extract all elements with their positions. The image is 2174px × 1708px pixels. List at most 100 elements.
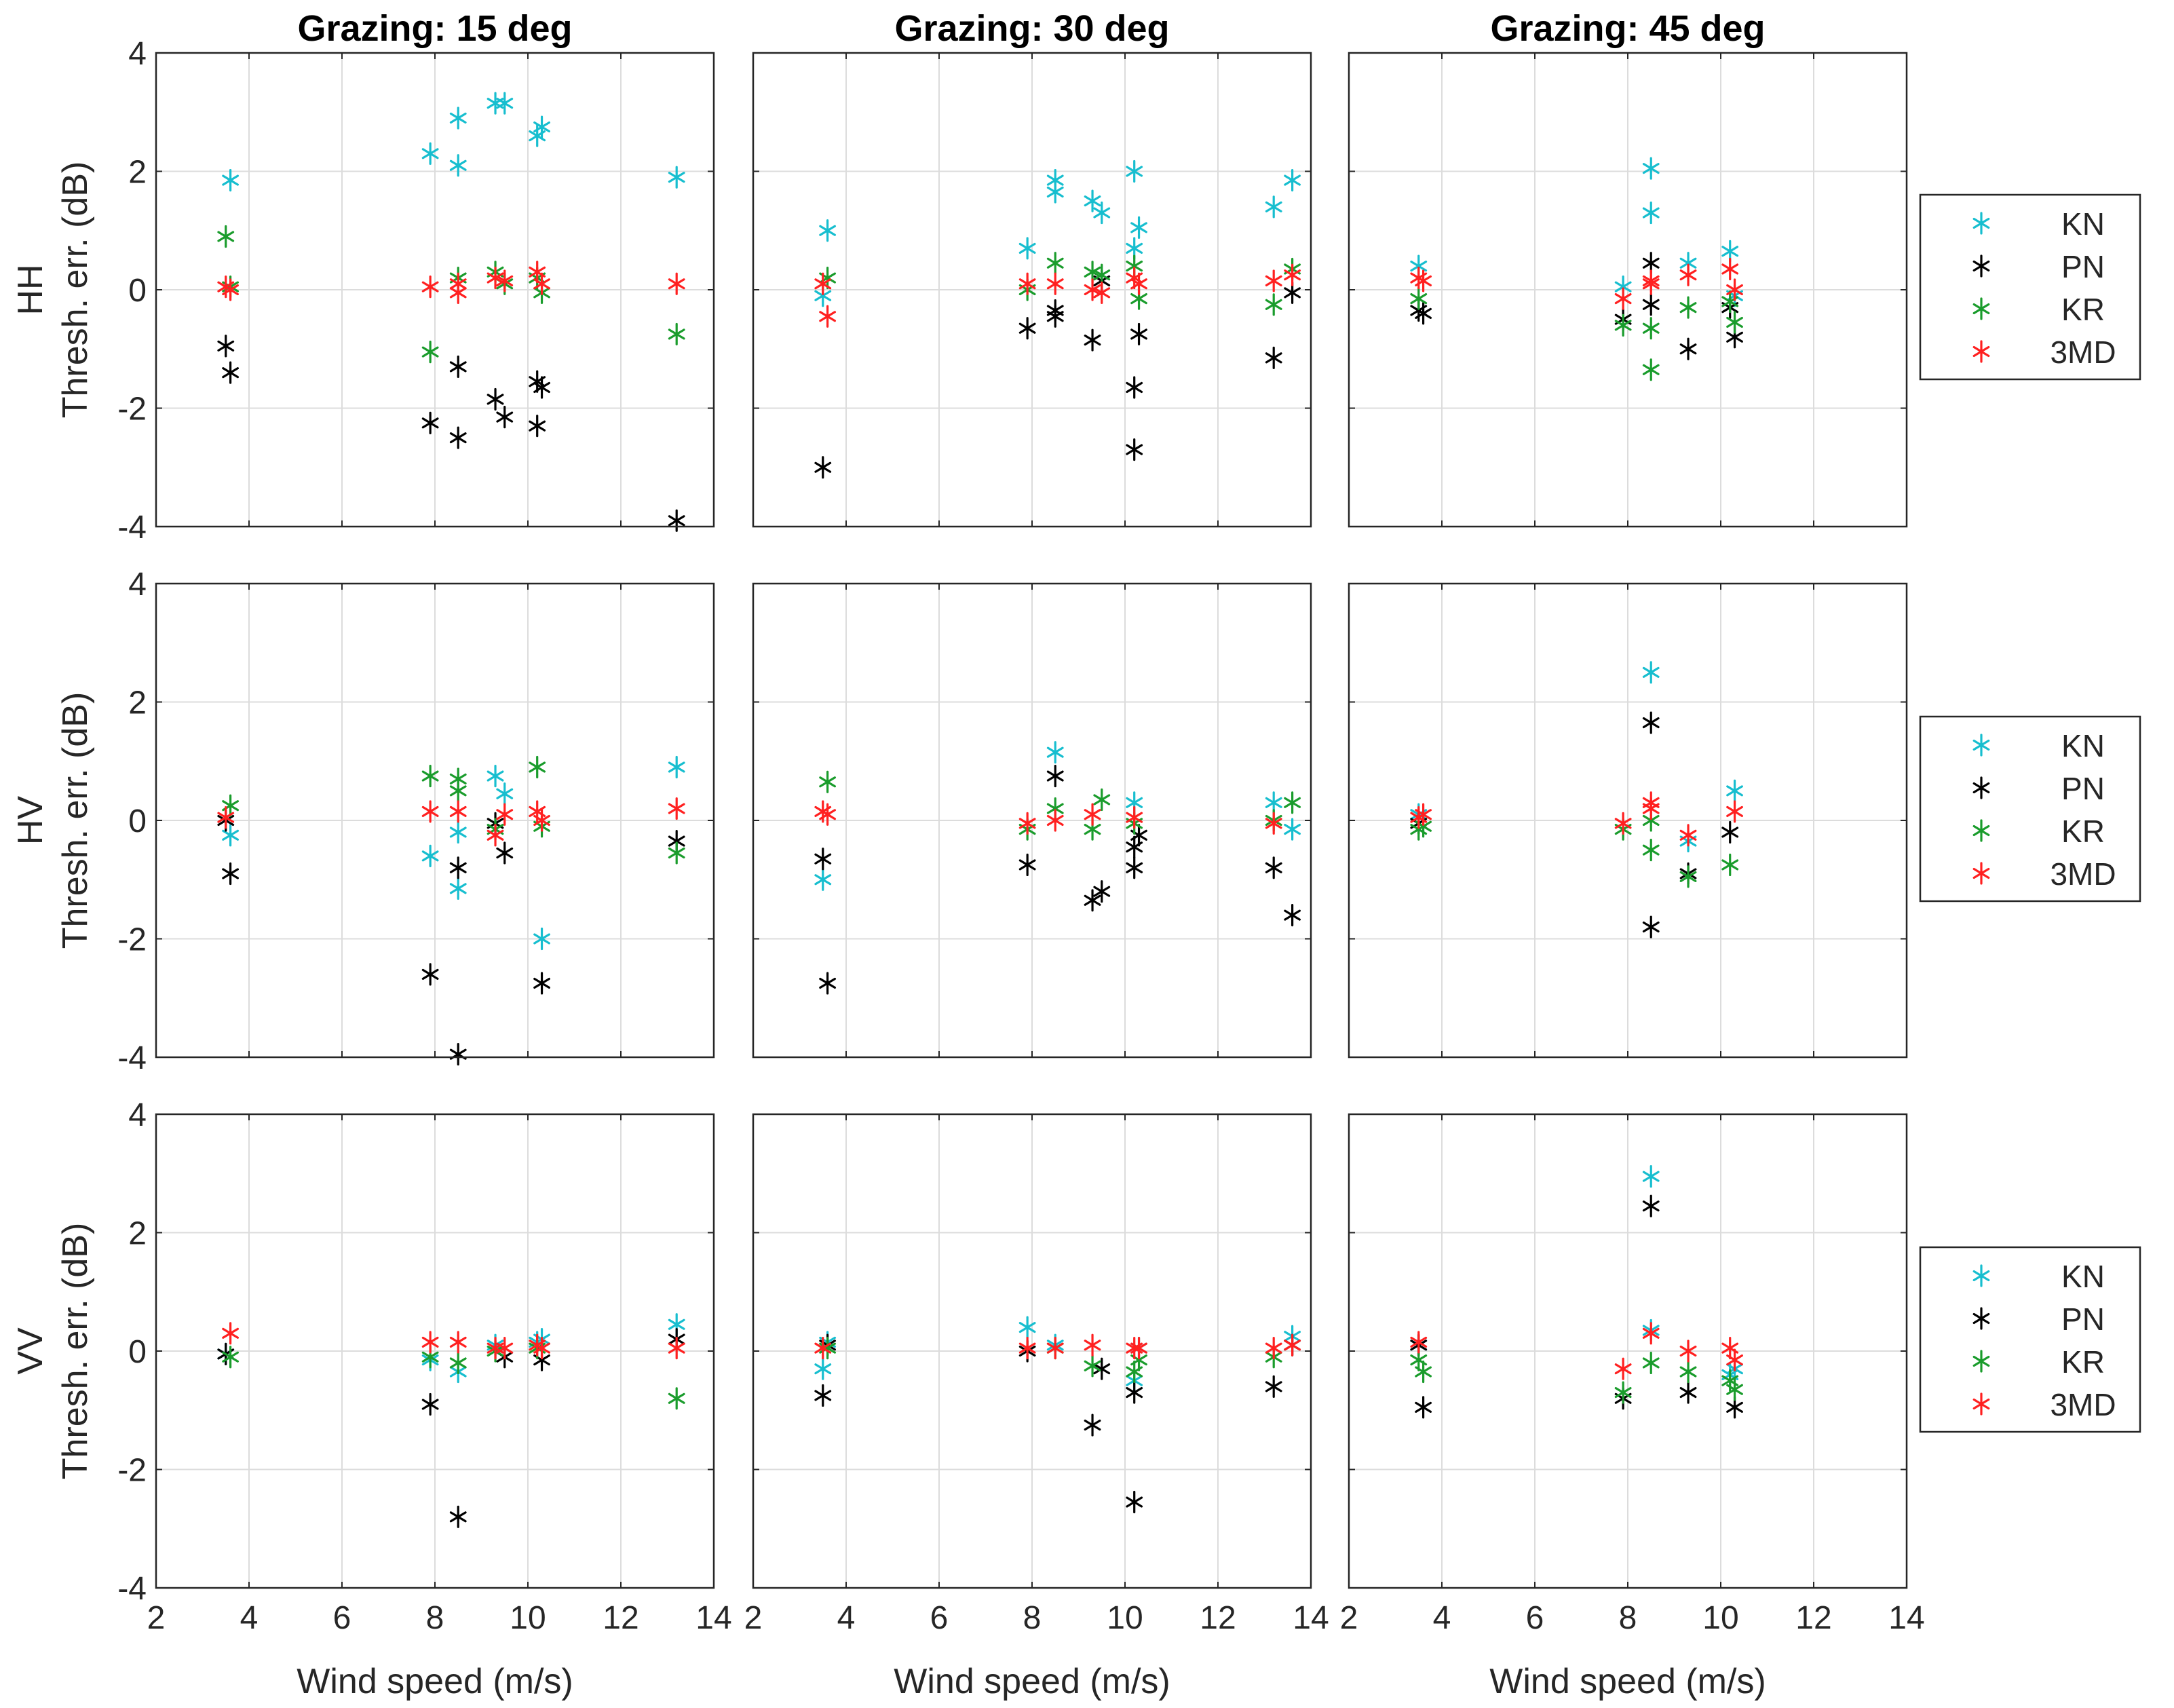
data-point-3md <box>1614 1357 1632 1380</box>
data-point-kn-stroke-2 <box>1126 797 1143 808</box>
data-point-3md <box>533 809 550 832</box>
data-point-pn <box>1084 328 1101 352</box>
data-point-kn <box>496 92 514 115</box>
panel-vv-3: 2 4 6 8 10 12 14 <box>1340 1113 1925 1636</box>
data-point-pn-stroke-2 <box>487 394 504 405</box>
data-point-pn <box>1415 302 1432 325</box>
data-point-kn <box>421 844 439 867</box>
data-point-kn-stroke-2 <box>487 770 504 782</box>
data-point-kr <box>421 764 439 788</box>
data-point-pn-stroke-2 <box>421 1399 439 1410</box>
data-point-3md-stroke-2 <box>496 275 514 286</box>
data-point-3md <box>1265 812 1282 835</box>
row-label-hv: HV <box>11 796 50 846</box>
legend-marker-kr-stroke-2 <box>1972 303 1990 315</box>
data-point-3md-stroke-2 <box>1642 803 1660 814</box>
data-point-3md <box>819 305 837 328</box>
data-point-3md-stroke-2 <box>529 805 546 817</box>
data-point-3md-stroke-2 <box>1679 829 1697 841</box>
data-point-kr-stroke-2 <box>1046 257 1064 269</box>
series-kr <box>1410 287 1743 381</box>
y-tick-label: 0 <box>128 803 147 839</box>
data-point-pn <box>496 841 514 865</box>
data-point-kr-stroke-2 <box>1721 1375 1739 1386</box>
data-point-kr <box>1726 311 1743 334</box>
x-tick-label: 10 <box>1107 1600 1143 1636</box>
data-point-kn <box>1084 189 1101 212</box>
y-axis-label: Thresh. err. (dB) <box>56 162 95 419</box>
data-point-pn <box>1642 915 1660 938</box>
data-point-kr-stroke-2 <box>1410 293 1428 305</box>
data-point-pn <box>1126 856 1143 879</box>
data-point-pn-stroke-2 <box>1642 299 1660 310</box>
data-point-kn <box>421 142 439 165</box>
data-point-kn-stroke-2 <box>449 883 467 894</box>
data-point-pn <box>529 415 546 438</box>
data-point-3md <box>1084 278 1101 301</box>
data-point-kr <box>449 1351 467 1375</box>
legend-box <box>1919 1246 2141 1433</box>
data-point-pn-stroke-2 <box>217 340 235 352</box>
legend-label: KN <box>2061 1259 2105 1294</box>
data-point-pn-stroke-2 <box>1265 862 1282 873</box>
legend-marker-pn <box>1972 1307 1990 1330</box>
x-tick-label: 12 <box>1795 1600 1831 1636</box>
data-point-pn-stroke-2 <box>814 853 832 865</box>
legend-item-kn: KN <box>1972 206 2105 242</box>
data-point-3md <box>668 1337 685 1360</box>
data-point-kn <box>449 820 467 844</box>
data-point-3md <box>1642 797 1660 820</box>
data-point-3md-stroke-2 <box>1084 1340 1101 1351</box>
data-point-kn <box>1046 741 1064 764</box>
data-point-kr-stroke-2 <box>1726 1384 1743 1395</box>
data-point-3md-stroke-2 <box>668 278 685 290</box>
data-point-3md <box>1679 1340 1697 1363</box>
data-point-pn-stroke-2 <box>533 381 550 394</box>
data-point-kn <box>819 219 837 242</box>
legend-item-3md: 3MD <box>1972 335 2116 370</box>
data-point-pn-stroke-2 <box>533 977 550 989</box>
data-point-kr-stroke-2 <box>1046 803 1064 814</box>
data-point-kn-stroke-2 <box>814 290 832 301</box>
data-point-kn-stroke-2 <box>1721 246 1739 257</box>
data-point-pn <box>421 1392 439 1416</box>
x-tick-label: 8 <box>1023 1600 1042 1636</box>
data-point-pn-stroke-2 <box>533 1354 550 1366</box>
data-point-pn <box>449 856 467 879</box>
data-point-kr-stroke-2 <box>1415 1366 1432 1378</box>
series-3md <box>814 800 1282 835</box>
data-point-kn-stroke-2 <box>1284 174 1301 186</box>
data-point-kr-stroke-2 <box>1679 871 1697 882</box>
data-point-3md-stroke-2 <box>814 278 832 290</box>
data-point-kr-stroke-2 <box>449 785 467 797</box>
legend-label: KN <box>2061 728 2105 763</box>
x-tick-label: 14 <box>1293 1600 1329 1636</box>
data-point-pn-stroke-2 <box>421 968 439 980</box>
legend-item-kr: KR <box>1972 1344 2105 1380</box>
data-point-3md-stroke-2 <box>1093 287 1111 299</box>
legend-label: PN <box>2061 1302 2105 1337</box>
data-point-3md-stroke-2 <box>1284 1340 1301 1351</box>
x-tick-label: 2 <box>147 1600 166 1636</box>
data-point-pn-stroke-2 <box>1265 1381 1282 1392</box>
data-point-pn <box>1093 1357 1111 1380</box>
data-point-kr-stroke-2 <box>1726 316 1743 328</box>
legend-vv: KN PN KR 3MD <box>1919 1246 2141 1433</box>
data-point-3md <box>1046 1337 1064 1360</box>
data-point-kr-stroke-2 <box>421 346 439 358</box>
data-point-3md <box>1284 263 1301 286</box>
x-tick-label: 14 <box>695 1600 731 1636</box>
data-point-kn <box>222 824 239 847</box>
x-tick-label: 6 <box>333 1600 351 1636</box>
legend-item-kn: KN <box>1972 728 2105 763</box>
data-point-pn-stroke-2 <box>1130 328 1147 340</box>
data-point-kn <box>1642 661 1660 684</box>
data-point-3md <box>1415 269 1432 292</box>
data-point-pn-stroke-2 <box>1084 335 1101 346</box>
data-point-3md-stroke-2 <box>449 805 467 817</box>
data-point-pn-stroke-2 <box>814 1390 832 1401</box>
data-point-kn-stroke-2 <box>533 121 550 133</box>
data-point-pn-stroke-2 <box>1642 1200 1660 1212</box>
data-point-pn-stroke-2 <box>1126 1386 1143 1399</box>
data-point-kn <box>1018 1316 1036 1339</box>
